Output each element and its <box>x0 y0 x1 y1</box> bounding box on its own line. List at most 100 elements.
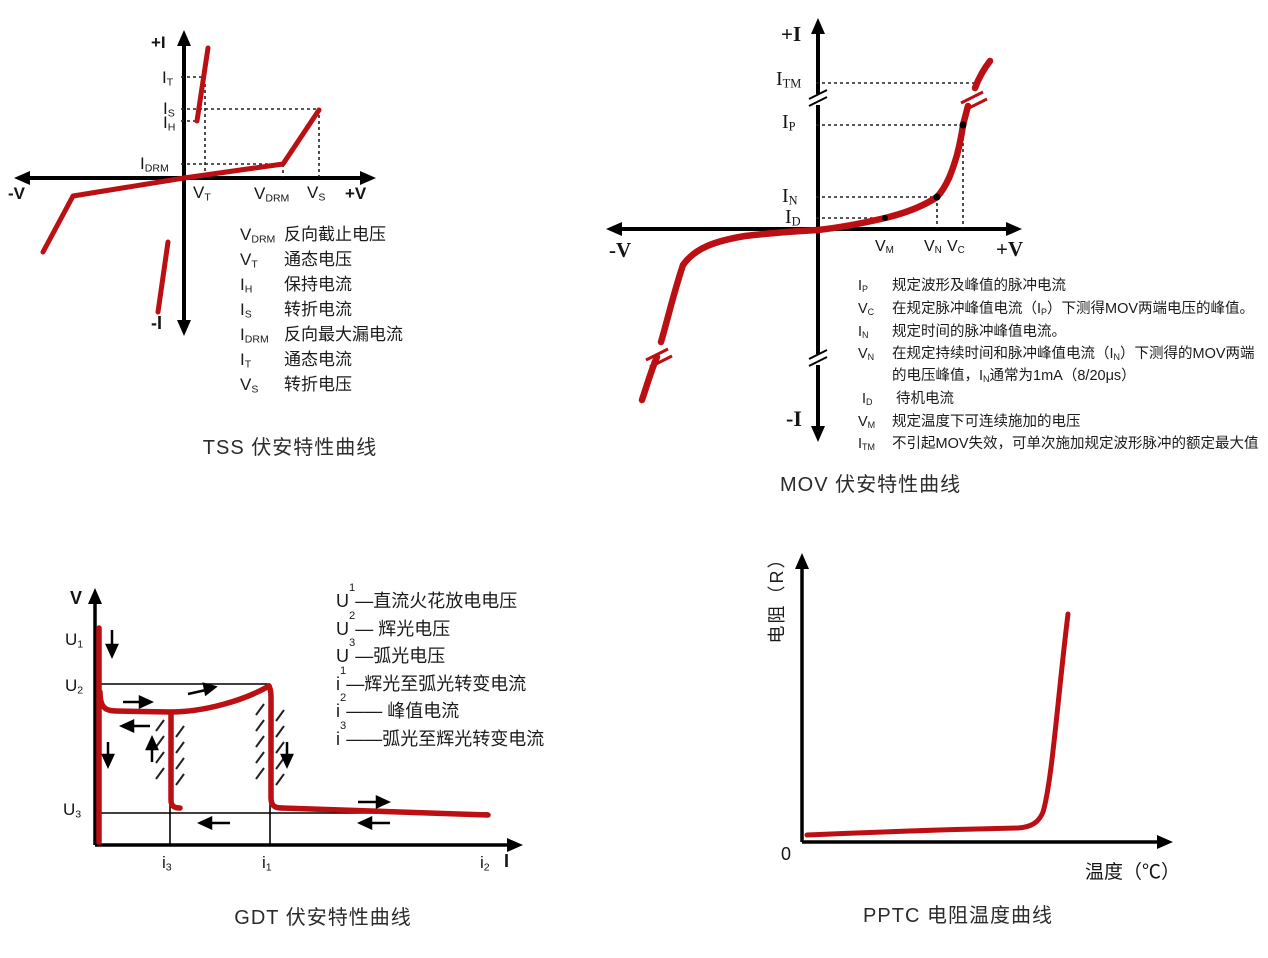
gdt-hatching <box>155 703 285 786</box>
tss-legend-row: VDRM 反向截止电压 <box>240 222 540 247</box>
mov-axis-label-neg-i: -I <box>786 406 802 431</box>
mov-tick-vm: VM <box>875 238 894 257</box>
gdt-tick-i1: i1 <box>262 853 272 874</box>
mov-tick-vc: VC <box>947 238 965 257</box>
pptc-y-axis-label: 电阻（R） <box>767 548 787 644</box>
tss-tick-is: IS <box>163 99 175 120</box>
tss-axis-label-pos-i: +I <box>151 33 166 52</box>
tss-legend-row: IS 转折电流 <box>240 297 540 322</box>
mov-axis-label-neg-v: -V <box>609 238 632 262</box>
pptc-plot <box>795 553 1173 849</box>
mov-legend-desc: 待机电流 <box>896 390 954 407</box>
pptc-origin-label: 0 <box>781 844 792 864</box>
tss-tick-vs: VS <box>307 183 326 204</box>
pptc-curve <box>804 611 1071 838</box>
tss-axis-label-pos-v: +V <box>345 184 367 203</box>
mov-legend-row: ID 待机电流 <box>858 389 1262 411</box>
mov-tick-ip: IP <box>782 111 796 134</box>
tss-legend-row: IT 通态电流 <box>240 347 540 372</box>
mov-legend-row: VN 在规定持续时间和脉冲峰值电流（IN）下测得的MOV两端的电压峰值，IN通常为… <box>858 344 1262 388</box>
mov-legend-desc: 在规定持续时间和脉冲峰值电流（IN）下测得的MOV两端的电压峰值，IN通常为1m… <box>892 346 1255 384</box>
gdt-tick-u3: U3 <box>63 800 82 821</box>
tss-legend-symbol: IT <box>240 350 252 371</box>
tss-legend-row: VT 通态电压 <box>240 247 540 272</box>
gdt-legend-row: U 1 —直流火花放电电压 <box>336 582 518 611</box>
tss-legend-desc: 反向最大漏电流 <box>284 325 403 344</box>
tss-legend-desc: 保持电流 <box>284 275 352 294</box>
mov-legend-symbol: IN <box>858 323 869 340</box>
mov-legend-row: VC 在规定脉冲峰值电流（IP）下测得MOV两端电压的峰值。 <box>858 299 1262 321</box>
gdt-legend-row: U 2— 辉光电压 <box>336 609 451 639</box>
mov-tick-id: ID <box>785 206 801 229</box>
mov-curve-breaks <box>645 90 988 369</box>
gdt-axes <box>93 600 510 847</box>
tss-legend-symbol: IS <box>240 300 252 321</box>
tss-legend-desc: 通态电流 <box>284 350 352 369</box>
tss-legend-symbol: VDRM <box>240 225 276 246</box>
pptc-title: PPTC 电阻温度曲线 <box>863 905 1053 927</box>
tss-legend-desc: 转折电流 <box>284 300 352 319</box>
tss-legend-row: VS 转折电压 <box>240 372 540 397</box>
gdt-tick-i2: i2 <box>480 853 490 874</box>
gdt-axis-label-v: V <box>70 588 83 608</box>
gdt-tick-u1: U1 <box>65 630 84 651</box>
gdt-legend-row: U 3 —弧光电压 <box>336 637 446 667</box>
mov-axis-breaks <box>808 89 828 367</box>
gdt-tick-u2: U2 <box>65 676 84 697</box>
pptc-axes <box>800 565 1160 844</box>
tss-axis-label-neg-i: -I <box>151 313 162 333</box>
tss-legend: VDRM 反向截止电压 VT 通态电压 IH 保持电流 IS 转折电流 IDRM 反向最大… <box>240 222 540 397</box>
mov-dotted-guides <box>816 82 977 228</box>
gdt-axis-arrowheads <box>88 588 523 852</box>
mov-legend-symbol: ITM <box>858 436 876 453</box>
tss-tick-vt: VT <box>193 183 211 204</box>
mov-legend-row: VM 规定温度下可连续施加的电压 <box>858 412 1262 434</box>
mov-axis-arrowheads <box>606 18 1022 442</box>
gdt-tick-i3: i3 <box>162 853 172 874</box>
tss-legend-desc: 通态电压 <box>284 250 352 269</box>
tss-title: TSS 伏安特性曲线 <box>202 437 378 459</box>
mov-marker-dots <box>882 121 967 221</box>
mov-legend-row: IN 规定时间的脉冲峰值电流。 <box>858 322 1262 344</box>
mov-legend-row: ITM 不引起MOV失效，可单次施加规定波形脉冲的额定最大值 <box>858 434 1262 456</box>
tss-legend-symbol: IH <box>240 275 253 296</box>
mov-legend-desc: 在规定脉冲峰值电流（IP）下测得MOV两端电压的峰值。 <box>892 300 1255 317</box>
mov-plot <box>606 18 1022 442</box>
gdt-legend-row: i 3 ——弧光至辉光转变电流 <box>336 719 545 749</box>
gdt-legend-row: i 1 —辉光至弧光转变电流 <box>336 664 527 694</box>
tss-legend-row: IDRM 反向最大漏电流 <box>240 322 540 347</box>
tss-tick-idrm: IDRM <box>140 154 169 175</box>
mov-legend-symbol: VC <box>858 300 875 317</box>
gdt-legend: U 1 —直流火花放电电压 U 2— 辉光电压 U 3 —弧光电压 i 1 —辉光至弧光转变电… <box>336 582 566 754</box>
mov-axis-label-pos-v: +V <box>996 237 1024 261</box>
mov-legend-desc: 不引起MOV失效，可单次施加规定波形脉冲的额定最大值 <box>892 436 1259 453</box>
tss-curve <box>40 45 322 315</box>
mov-legend-desc: 规定波形及峰值的脉冲电流 <box>892 278 1066 294</box>
gdt-axis-label-i: I <box>504 851 510 871</box>
pptc-x-axis-label: 温度（℃） <box>1085 862 1181 883</box>
tss-legend-desc: 反向截止电压 <box>284 225 386 244</box>
mov-legend-desc: 规定时间的脉冲峰值电流。 <box>892 323 1066 340</box>
tss-tick-ih: IH <box>163 113 176 134</box>
gdt-title: GDT 伏安特性曲线 <box>234 907 412 929</box>
tss-legend-symbol: VT <box>240 250 258 271</box>
tss-tick-vdrm: VDRM <box>254 184 290 205</box>
mov-tick-vn: VN <box>924 238 942 257</box>
mov-axis-label-pos-i: +I <box>781 22 802 46</box>
tss-legend-symbol: VS <box>240 375 259 396</box>
gdt-plot <box>88 588 523 852</box>
tss-legend-desc: 转折电压 <box>284 375 352 394</box>
tss-axis-label-neg-v: -V <box>8 184 25 203</box>
pptc-axis-arrowheads <box>795 553 1173 849</box>
mov-tick-itm: ITM <box>776 68 802 91</box>
mov-legend-symbol: ID <box>862 390 873 407</box>
mov-legend-row: IP 规定波形及峰值的脉冲电流 <box>858 276 1262 298</box>
tss-tick-it: IT <box>162 68 174 89</box>
mov-legend: IP 规定波形及峰值的脉冲电流 VC 在规定脉冲峰值电流（IP）下测得MOV两端电压… <box>858 276 1262 457</box>
tss-plot <box>14 30 376 336</box>
mov-curve <box>638 57 994 404</box>
mov-legend-symbol: VN <box>858 346 875 363</box>
mov-tick-in: IN <box>782 185 798 208</box>
